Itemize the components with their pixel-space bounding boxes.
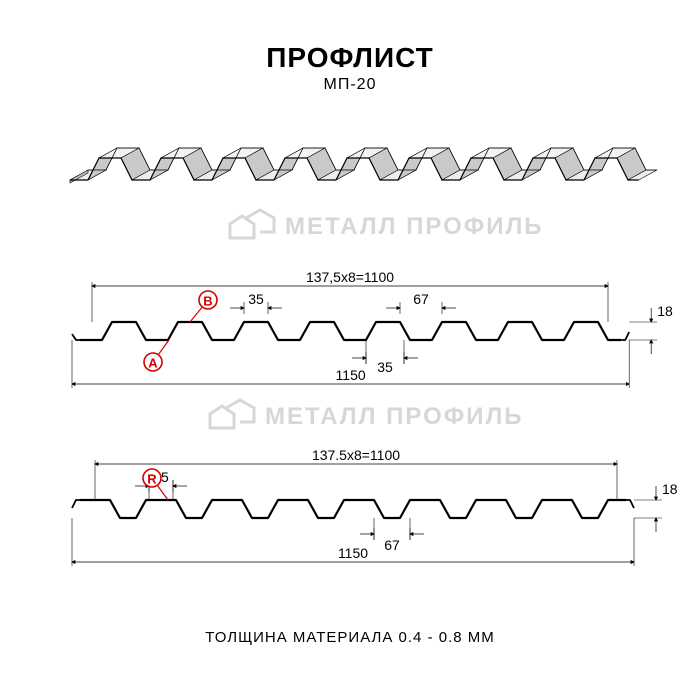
material-thickness: ТОЛЩИНА МАТЕРИАЛА 0.4 - 0.8 ММ	[0, 629, 700, 646]
svg-text:МЕТАЛЛ ПРОФИЛЬ: МЕТАЛЛ ПРОФИЛЬ	[285, 213, 544, 240]
section-1: 137,5х8=1100 35 67 35 1150 18 B A	[72, 269, 673, 388]
svg-text:A: A	[148, 356, 158, 371]
svg-text:67: 67	[413, 291, 429, 307]
svg-text:18: 18	[662, 481, 678, 497]
svg-text:137,5х8=1100: 137,5х8=1100	[306, 269, 394, 285]
svg-text:35: 35	[248, 291, 264, 307]
badge-b: B	[190, 291, 217, 322]
svg-text:B: B	[203, 294, 212, 309]
svg-text:1150: 1150	[336, 367, 366, 383]
watermark-2: МЕТАЛЛ ПРОФИЛЬ	[210, 400, 524, 430]
svg-text:137.5х8=1100: 137.5х8=1100	[312, 447, 400, 463]
badge-a: A	[144, 340, 169, 371]
svg-text:R: R	[147, 472, 157, 487]
diagram-svg: МЕТАЛЛ ПРОФИЛЬ МЕТАЛЛ ПРОФИЛЬ 137,5х8=11…	[0, 0, 700, 700]
page-title: ПРОФЛИСТ	[0, 42, 700, 74]
svg-text:67: 67	[384, 537, 400, 553]
svg-text:1150: 1150	[338, 545, 368, 561]
svg-text:18: 18	[657, 303, 673, 319]
watermark-1: МЕТАЛЛ ПРОФИЛЬ	[230, 210, 544, 240]
subtitle: МП-20	[0, 76, 700, 94]
iso-view	[70, 148, 657, 183]
section-2: 137.5х8=11003567115018R	[72, 447, 678, 566]
svg-text:МЕТАЛЛ ПРОФИЛЬ: МЕТАЛЛ ПРОФИЛЬ	[265, 403, 524, 430]
svg-text:35: 35	[377, 359, 393, 375]
